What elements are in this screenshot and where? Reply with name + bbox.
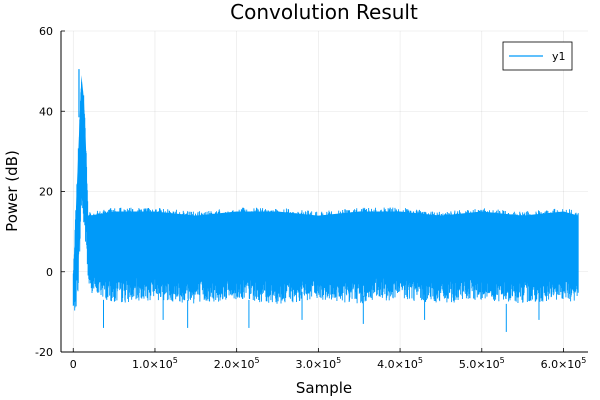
x-tick-label-2: 2.0×105	[214, 356, 260, 371]
x-axis-ticks: 0 1.0×105 2.0×105 3.0×105 4.0×105 5.0×105 6.0×…	[70, 348, 587, 371]
x-tick-label-4: 4.0×105	[377, 356, 423, 371]
series-y1	[72, 69, 579, 332]
y-tick-label-4: 60	[39, 25, 53, 38]
x-axis-label: Sample	[296, 379, 352, 397]
chart-title: Convolution Result	[230, 0, 418, 24]
x-tick-label-1: 1.0×105	[132, 356, 178, 371]
x-tick-label-6: 6.0×105	[541, 356, 587, 371]
series-y1-band	[73, 75, 579, 288]
x-tick-label-0: 0	[70, 358, 77, 371]
x-tick-label-5: 5.0×105	[459, 356, 505, 371]
legend: y1	[502, 41, 573, 71]
y-tick-label-0: -20	[35, 346, 53, 359]
y-axis-label: Power (dB)	[3, 150, 21, 232]
legend-entry-y1: y1	[552, 50, 566, 63]
x-tick-label-3: 3.0×105	[295, 356, 341, 371]
y-tick-label-2: 20	[39, 186, 53, 199]
y-axis-ticks: -20 0 20 40 60	[35, 25, 65, 359]
y-tick-label-3: 40	[39, 105, 53, 118]
y-tick-label-1: 0	[46, 266, 53, 279]
